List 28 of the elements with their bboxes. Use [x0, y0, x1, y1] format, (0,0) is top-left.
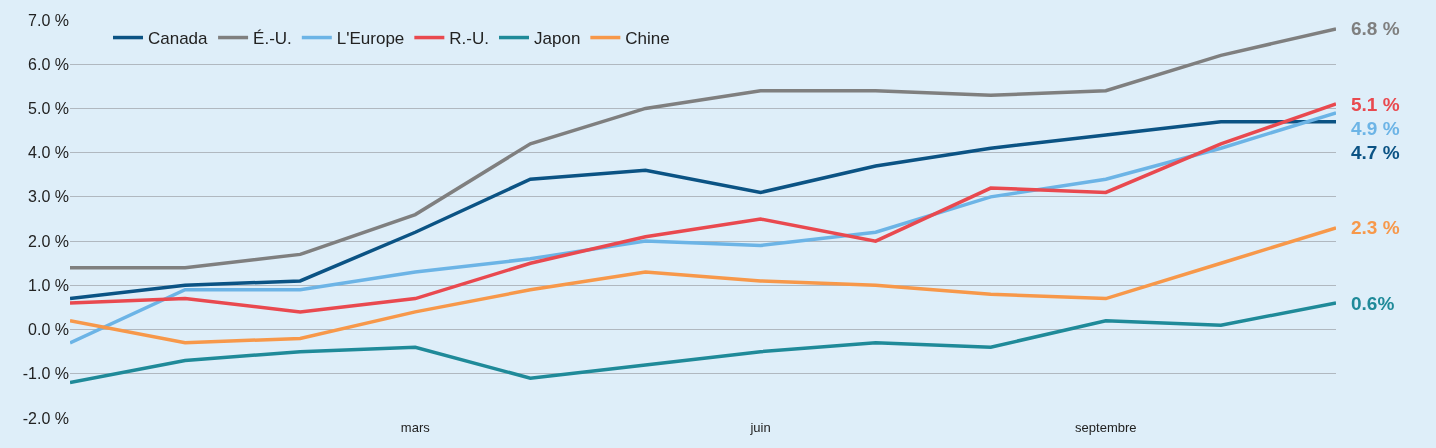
line-series	[70, 27, 1336, 270]
legend-label: Chine	[625, 29, 670, 49]
y-tick-label: 6.0 %	[28, 55, 69, 73]
y-tick-label: 5.0 %	[28, 100, 69, 118]
legend-label: Canada	[147, 29, 209, 49]
text: 4.7 %	[1351, 142, 1400, 163]
text: 6.8 %	[1351, 18, 1400, 39]
y-tick-label: -2.0 %	[22, 409, 69, 427]
y-tick-label: 1.0 %	[28, 276, 69, 294]
y-tick-label: 7.0 %	[28, 11, 69, 29]
line-series	[70, 226, 1336, 345]
y-tick-label: 2.0 %	[28, 232, 69, 250]
line-series	[70, 301, 1336, 385]
y-tick-label: -1.0 %	[22, 365, 69, 383]
legend-label: L'Europe	[336, 29, 405, 49]
y-tick-label: 3.0 %	[28, 188, 69, 206]
legend-label: Japon	[534, 29, 581, 49]
y-tick-label: 0.0 %	[28, 321, 69, 339]
text: 2.3 %	[1351, 217, 1400, 238]
legend-label: R.-U.	[449, 29, 490, 49]
text: 4.9 %	[1351, 118, 1400, 139]
y-tick-label: 4.0 %	[28, 144, 69, 162]
x-tick-label: mars	[400, 420, 431, 435]
x-tick-label: septembre	[1075, 420, 1137, 435]
legend-label: É.-U.	[253, 29, 292, 49]
text: 0.6%	[1351, 293, 1395, 314]
text: 5.1 %	[1351, 94, 1400, 115]
x-tick-label: juin	[749, 420, 771, 435]
